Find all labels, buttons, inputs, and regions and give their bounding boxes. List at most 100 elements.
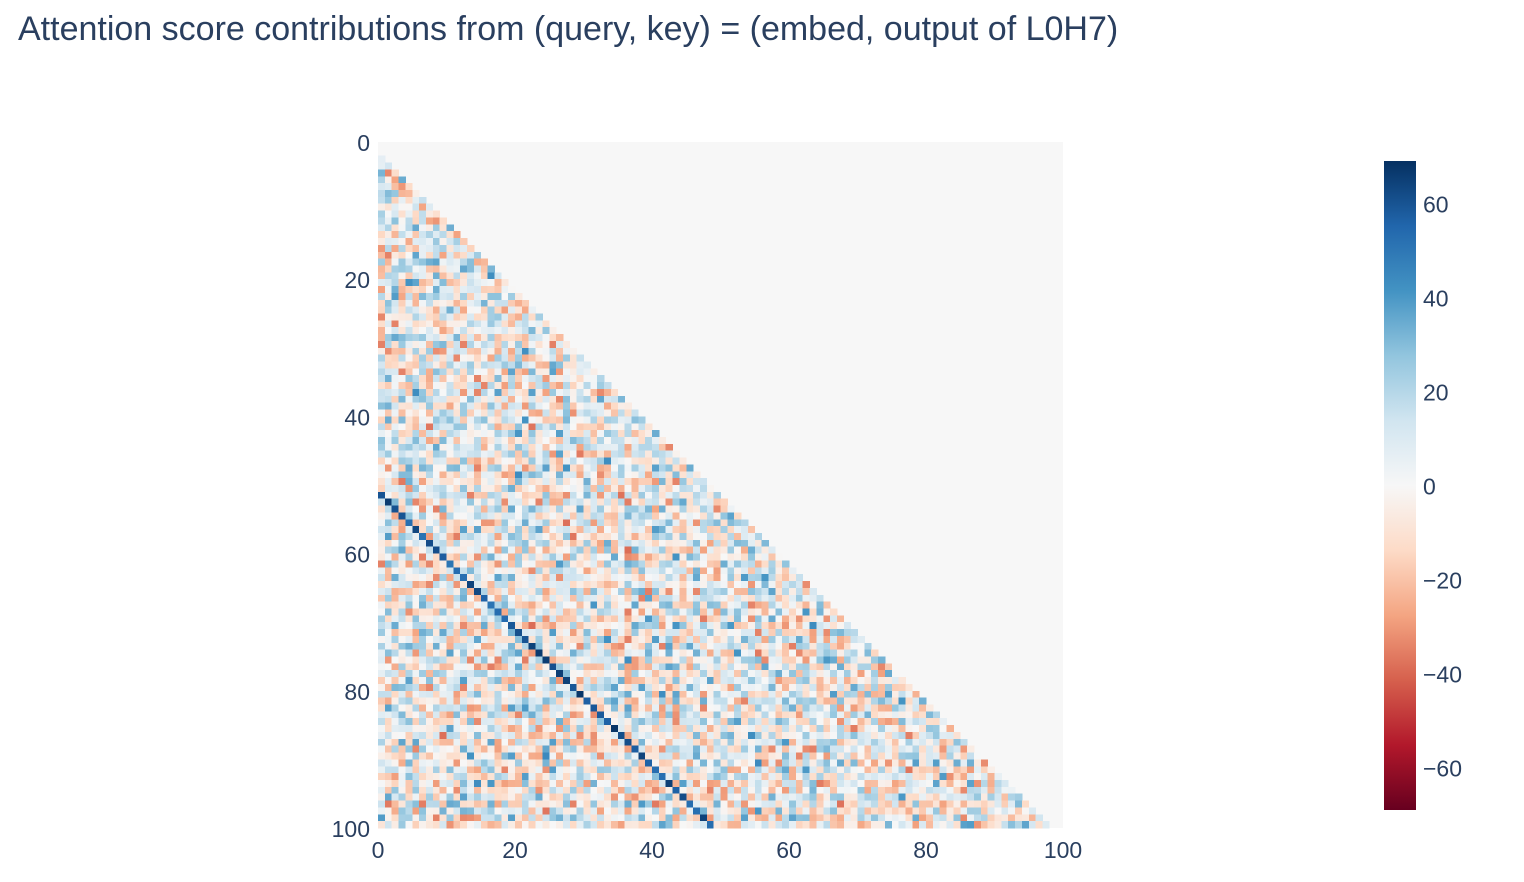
heatmap-cell xyxy=(734,793,742,801)
heatmap-cell xyxy=(754,697,762,705)
heatmap-cell xyxy=(960,773,968,781)
heatmap-cell xyxy=(494,512,502,520)
heatmap-cell xyxy=(665,635,673,644)
heatmap-cell xyxy=(460,272,468,280)
heatmap-cell xyxy=(501,656,509,664)
heatmap-cell xyxy=(405,683,413,692)
heatmap-cell xyxy=(508,814,516,822)
heatmap-cell xyxy=(871,656,879,664)
heatmap-cell xyxy=(494,526,502,534)
heatmap-cell xyxy=(652,759,660,767)
heatmap-cell xyxy=(412,546,420,554)
heatmap-cell xyxy=(747,560,756,568)
heatmap-cell xyxy=(412,779,420,788)
heatmap-cell xyxy=(878,697,886,705)
heatmap-cell xyxy=(556,649,564,657)
heatmap-cell xyxy=(693,752,701,760)
heatmap-cell xyxy=(604,745,612,753)
heatmap-cell xyxy=(665,731,673,740)
heatmap-cell xyxy=(501,471,509,479)
heatmap-cell xyxy=(460,635,468,644)
heatmap-cell xyxy=(412,320,420,328)
heatmap-cell xyxy=(467,539,475,548)
heatmap-cell xyxy=(508,738,516,747)
heatmap-cell xyxy=(528,347,536,356)
heatmap-cell xyxy=(590,800,598,808)
heatmap-cell xyxy=(850,752,858,760)
heatmap-cell xyxy=(432,677,441,685)
heatmap-cell xyxy=(446,306,454,314)
heatmap-cell xyxy=(453,759,461,767)
heatmap-cell xyxy=(775,663,783,671)
heatmap-cell xyxy=(652,779,660,788)
heatmap-cell xyxy=(617,505,625,513)
heatmap-cell xyxy=(569,793,578,801)
heatmap-cell xyxy=(562,711,571,719)
heatmap-cell xyxy=(453,752,461,760)
heatmap-cell xyxy=(549,533,557,541)
heatmap-cell xyxy=(631,594,639,603)
heatmap-cell xyxy=(624,677,632,685)
heatmap-cell xyxy=(425,334,434,342)
heatmap-cell xyxy=(884,779,893,788)
heatmap-cell xyxy=(809,731,817,740)
heatmap-cell xyxy=(597,690,605,699)
heatmap-cell xyxy=(679,539,687,548)
heatmap-cell xyxy=(610,677,619,685)
heatmap-cell xyxy=(836,690,845,699)
heatmap-cell xyxy=(597,409,605,417)
heatmap-cell xyxy=(405,711,413,719)
colorbar-tick-label: −40 xyxy=(1423,662,1462,688)
heatmap-cell xyxy=(864,731,872,740)
heatmap-cell xyxy=(905,738,913,747)
heatmap-cell xyxy=(439,704,447,712)
heatmap-cell xyxy=(398,395,406,404)
heatmap-cell xyxy=(638,608,646,616)
heatmap-cell xyxy=(535,752,543,760)
heatmap-cell xyxy=(412,334,420,342)
heatmap-cell xyxy=(699,533,708,541)
heatmap-cell xyxy=(398,478,406,486)
heatmap-cell xyxy=(480,354,488,362)
heatmap-cell xyxy=(384,786,393,795)
heatmap-cell xyxy=(508,382,516,390)
heatmap-cell xyxy=(384,258,393,266)
heatmap-cell xyxy=(562,821,571,829)
heatmap-cell xyxy=(939,745,947,753)
heatmap-cell xyxy=(610,395,619,404)
heatmap-cell xyxy=(912,731,920,740)
heatmap-cell xyxy=(638,697,646,705)
heatmap-cell xyxy=(713,498,721,506)
heatmap-cell xyxy=(789,567,797,575)
heatmap-cell xyxy=(412,745,420,753)
heatmap-cell xyxy=(631,587,639,596)
heatmap-cell xyxy=(398,533,406,541)
heatmap-cell xyxy=(398,690,406,699)
heatmap-cell xyxy=(453,567,461,575)
heatmap-cell xyxy=(795,745,804,753)
heatmap-cell xyxy=(562,786,571,795)
heatmap-cell xyxy=(604,450,612,458)
heatmap-cell xyxy=(816,704,824,712)
heatmap-cell xyxy=(576,464,584,472)
heatmap-cell xyxy=(515,313,523,321)
heatmap-cell xyxy=(521,711,530,719)
heatmap-cell xyxy=(871,725,879,733)
heatmap-cell xyxy=(487,766,495,774)
heatmap-cell xyxy=(378,279,386,287)
heatmap-cell xyxy=(467,587,475,596)
heatmap-cell xyxy=(569,731,578,740)
heatmap-cell xyxy=(775,738,783,747)
heatmap-cell xyxy=(836,683,845,692)
heatmap-cell xyxy=(610,615,619,623)
heatmap-cell xyxy=(494,587,502,596)
heatmap-cell xyxy=(398,388,406,397)
heatmap-cell xyxy=(467,773,475,781)
heatmap-cell xyxy=(624,594,632,603)
heatmap-cell xyxy=(652,793,660,801)
heatmap-cell xyxy=(919,738,927,747)
heatmap-cell xyxy=(549,395,557,404)
heatmap-cell xyxy=(569,354,578,362)
heatmap-cell xyxy=(857,697,865,705)
heatmap-cell xyxy=(884,793,893,801)
